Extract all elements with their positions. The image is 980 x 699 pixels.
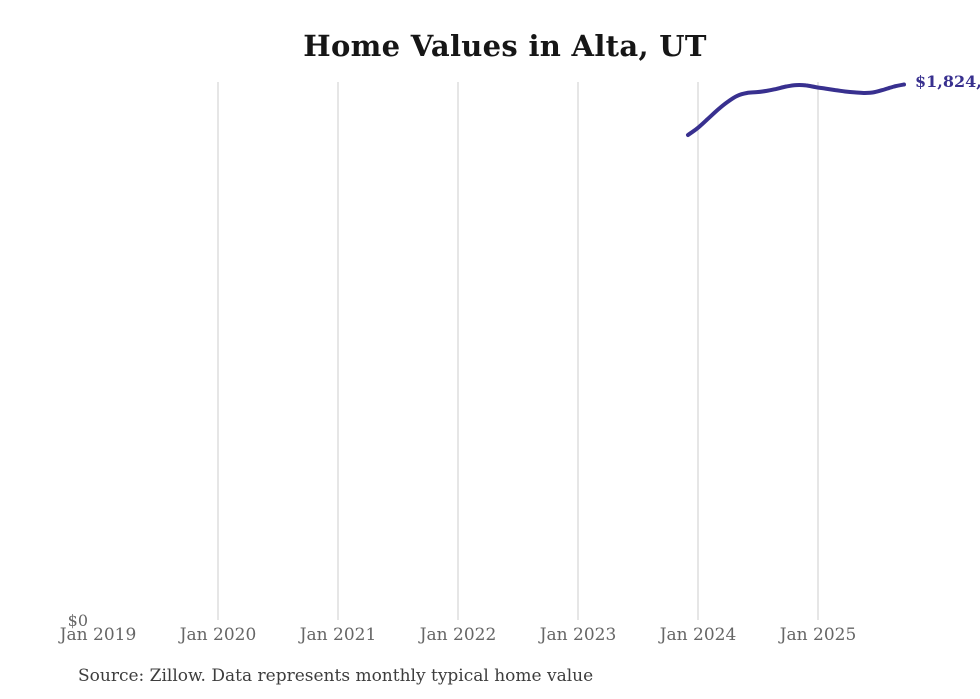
x-axis-label: Jan 2022 [419, 625, 497, 645]
x-axis-label: Jan 2024 [659, 625, 737, 645]
chart-title: Home Values in Alta, UT [303, 29, 707, 63]
source-note: Source: Zillow. Data represents monthly … [78, 666, 594, 686]
home-value-line [686, 82, 906, 137]
x-axis-label: Jan 2023 [539, 625, 617, 645]
gridlines-group [217, 82, 819, 620]
x-axis-label: Jan 2020 [179, 625, 257, 645]
x-axis-label: Jan 2025 [779, 625, 857, 645]
x-axis-label: Jan 2021 [299, 625, 377, 645]
y-axis-zero-label: $0 [67, 611, 88, 630]
x-axis-label: Jan 2019 [59, 625, 137, 645]
latest-value-label: $1,824, [915, 72, 980, 91]
